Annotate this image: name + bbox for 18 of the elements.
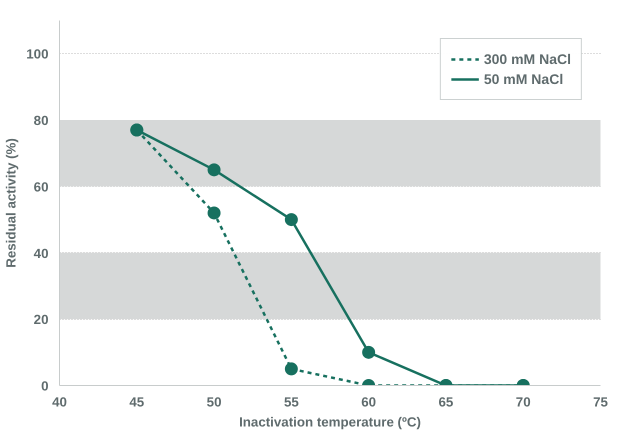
y-tick-label: 40	[34, 246, 49, 261]
y-tick-label: 0	[41, 378, 49, 394]
legend-label: 50 mM NaCl	[484, 71, 564, 87]
y-axis-title: Residual activity (%)	[3, 138, 18, 268]
y-tick-label: 20	[34, 312, 49, 328]
x-tick-label: 60	[361, 394, 376, 410]
y-tick-label: 100	[26, 46, 49, 62]
x-axis-title: Inactivation temperature (ºC)	[239, 414, 421, 430]
x-tick-label: 55	[284, 394, 300, 410]
x-tick-label: 70	[516, 394, 531, 410]
legend-label: 300 mM NaCl	[484, 51, 571, 67]
x-tick-label: 50	[206, 394, 222, 410]
y-tick-label: 60	[34, 179, 49, 194]
x-tick-label: 75	[593, 394, 608, 410]
x-tick-label: 65	[438, 394, 454, 410]
y-tick-label: 80	[34, 113, 49, 128]
x-tick-label: 40	[52, 394, 67, 410]
x-tick-label: 45	[129, 394, 145, 410]
